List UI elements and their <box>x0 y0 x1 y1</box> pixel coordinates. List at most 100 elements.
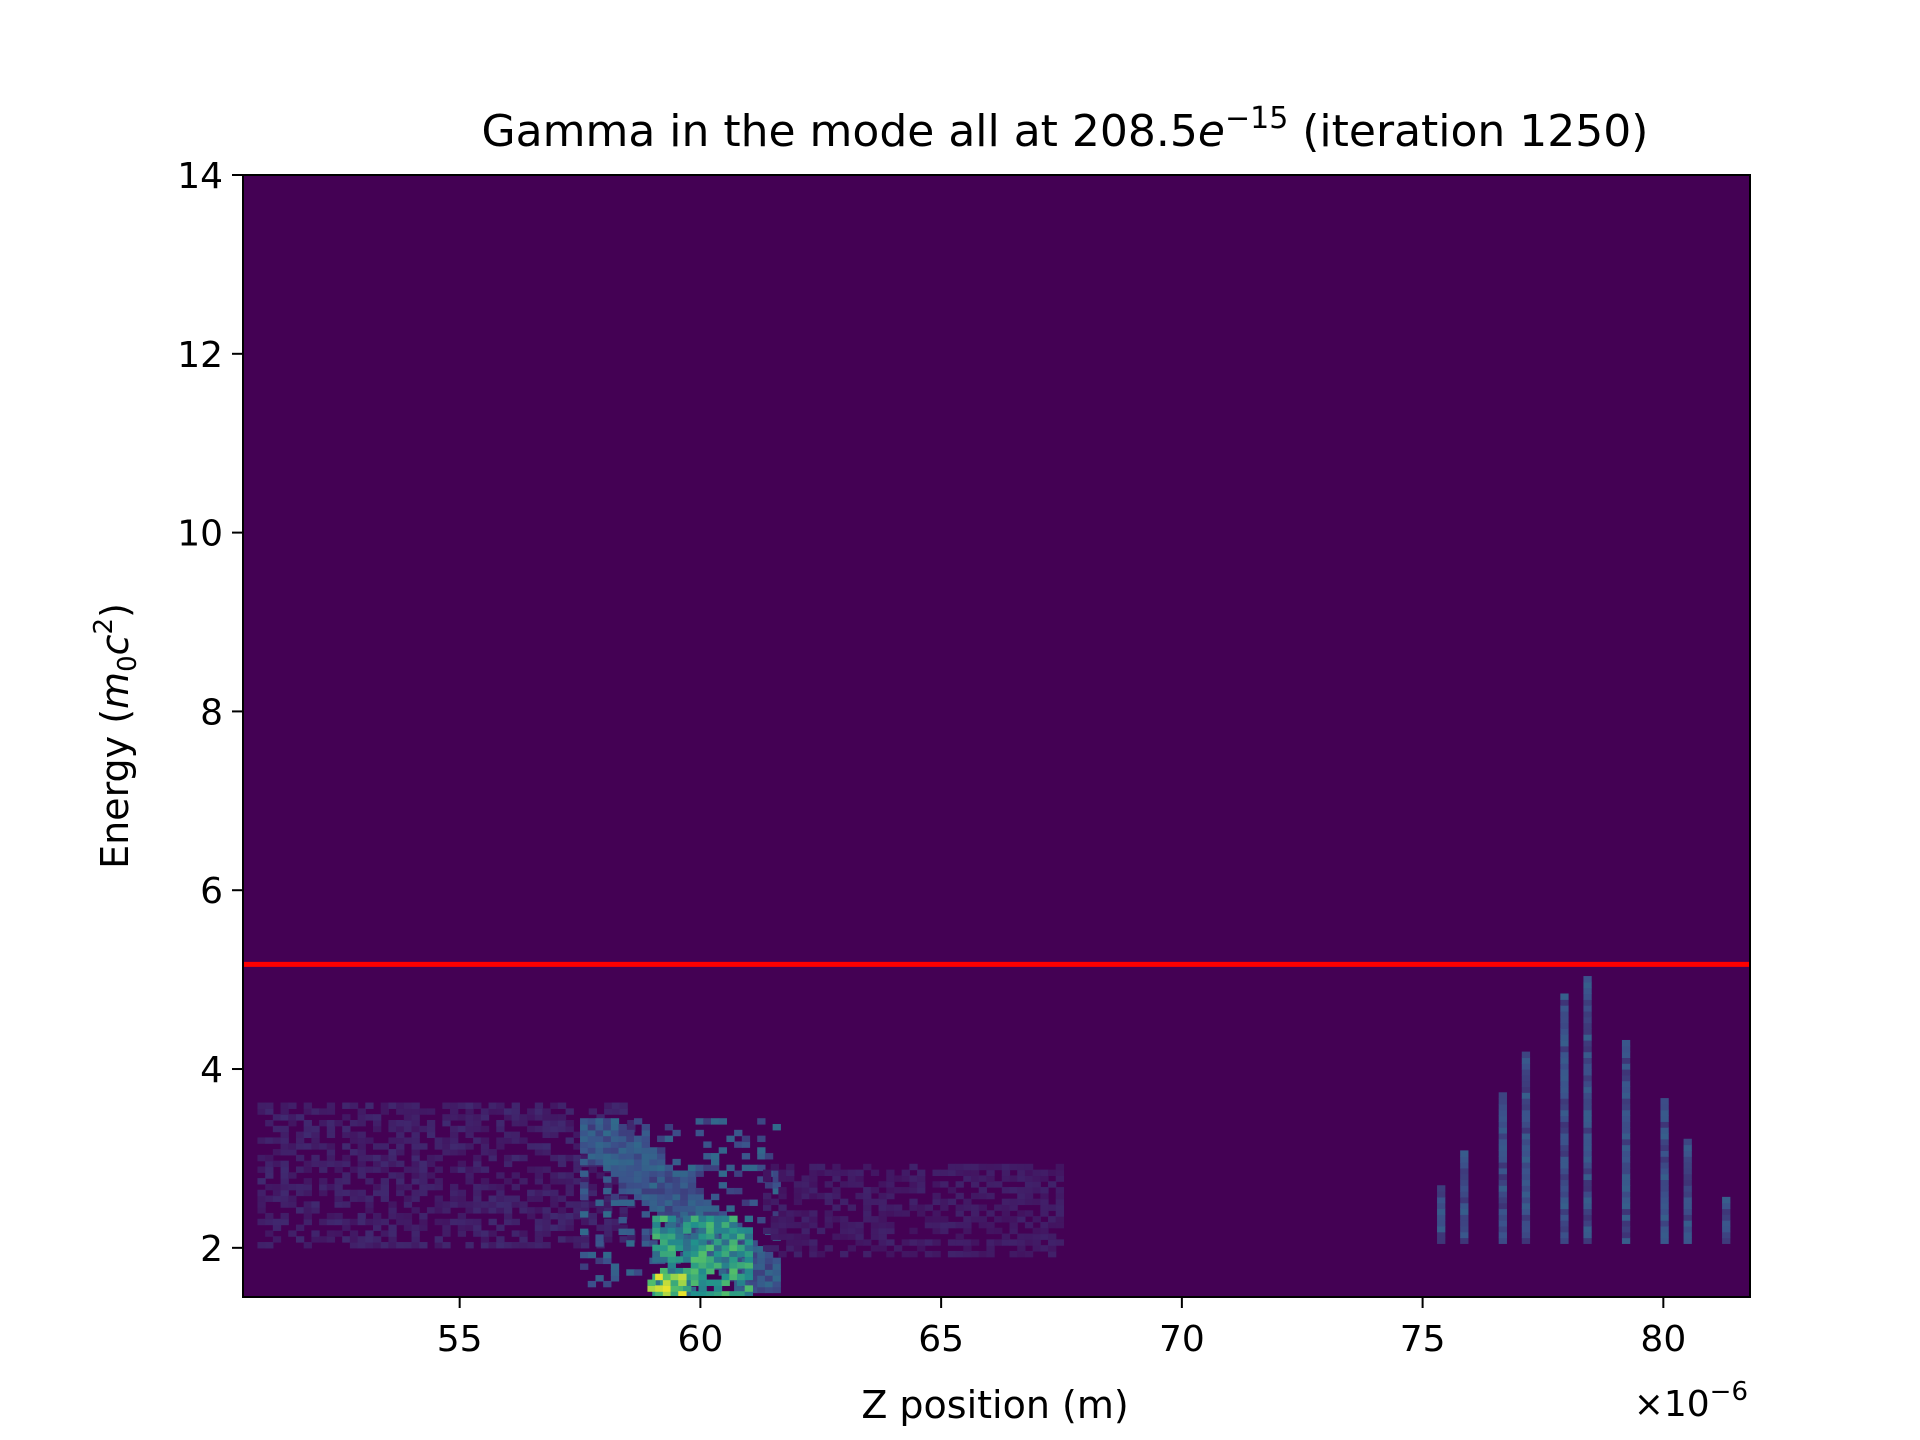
heatmap-cell <box>924 1250 934 1258</box>
heatmap-cell <box>970 1181 980 1188</box>
heatmap-cell <box>721 1215 730 1223</box>
heatmap-cell <box>672 1182 681 1189</box>
heatmap-cell <box>419 1224 428 1231</box>
heatmap-cell <box>675 1244 684 1252</box>
heatmap-cell <box>947 1169 957 1177</box>
heatmap-cell <box>511 1183 520 1191</box>
heatmap-cell <box>1621 1208 1631 1215</box>
heatmap-cell <box>357 1189 366 1197</box>
heatmap-cell <box>1683 1185 1692 1192</box>
heatmap-cell <box>1621 1057 1631 1064</box>
heatmap-cell <box>303 1183 312 1191</box>
heatmap-cell <box>365 1207 374 1214</box>
heatmap-cell <box>480 1166 490 1173</box>
heatmap-cell <box>855 1221 864 1229</box>
heatmap-cell <box>257 1189 266 1197</box>
heatmap-cell <box>604 1183 613 1191</box>
heatmap-cell <box>664 1170 674 1177</box>
heatmap-cell <box>534 1149 544 1156</box>
heatmap-cell <box>757 1118 766 1125</box>
heatmap-cell <box>809 1245 818 1252</box>
heatmap-cell <box>1583 1220 1592 1227</box>
heatmap-cell <box>824 1192 833 1200</box>
heatmap-cell <box>473 1125 482 1133</box>
heatmap-cell <box>762 1204 772 1211</box>
heatmap-cell <box>778 1187 787 1194</box>
heatmap-cell <box>511 1242 520 1249</box>
heatmap-cell <box>419 1178 428 1185</box>
heatmap-cell <box>303 1212 312 1220</box>
heatmap-cell <box>786 1163 795 1171</box>
heatmap-cell <box>265 1108 274 1115</box>
heatmap-cell <box>1583 1208 1592 1215</box>
heatmap-cell <box>1722 1214 1731 1221</box>
heatmap-cell <box>542 1183 551 1191</box>
heatmap-cell <box>710 1153 720 1160</box>
heatmap-cell <box>1660 1191 1669 1198</box>
heatmap-cell <box>419 1108 428 1115</box>
heatmap-cell <box>1460 1196 1469 1204</box>
heatmap-cell <box>932 1239 941 1246</box>
heatmap-cell <box>480 1236 490 1243</box>
heatmap-cell <box>595 1199 604 1206</box>
heatmap-cell <box>1024 1192 1034 1200</box>
heatmap-cell <box>257 1195 266 1202</box>
heatmap-cell <box>295 1224 305 1231</box>
heatmap-cell <box>626 1187 635 1195</box>
heatmap-cell <box>1621 1074 1631 1082</box>
heatmap-cell <box>863 1239 872 1246</box>
heatmap-cell <box>534 1224 544 1231</box>
heatmap-cell <box>1521 1080 1531 1088</box>
heatmap-cell <box>619 1236 628 1243</box>
heatmap-cell <box>667 1250 676 1257</box>
heatmap-cell <box>1048 1233 1057 1240</box>
heatmap-cell <box>924 1204 934 1211</box>
heatmap-cell <box>652 1244 661 1252</box>
heatmap-cell <box>610 1153 620 1160</box>
heatmap-cell <box>511 1131 520 1139</box>
heatmap-cell <box>342 1218 351 1226</box>
heatmap-cell <box>342 1201 351 1208</box>
heatmap-cell <box>326 1236 336 1243</box>
heatmap-cell <box>365 1230 374 1237</box>
heatmap-cell <box>527 1189 536 1197</box>
heatmap-cell <box>963 1198 972 1206</box>
heatmap-cell <box>1583 1057 1592 1064</box>
heatmap-cell <box>1001 1187 1011 1194</box>
heatmap-cell <box>713 1256 723 1263</box>
heatmap-cell <box>388 1230 397 1237</box>
heatmap-cell <box>595 1118 604 1125</box>
heatmap-cell <box>542 1230 551 1237</box>
heatmap-cell <box>257 1154 266 1162</box>
heatmap-cell <box>1498 1191 1507 1198</box>
heatmap-cell <box>678 1273 687 1281</box>
heatmap-cell <box>411 1160 420 1168</box>
heatmap-cell <box>1621 1162 1631 1169</box>
heatmap-cell <box>603 1187 612 1195</box>
heatmap-cell <box>357 1149 366 1156</box>
heatmap-cell <box>295 1189 305 1197</box>
heatmap-cell <box>334 1189 343 1197</box>
heatmap-cell <box>870 1221 880 1229</box>
heatmap-cell <box>1560 1121 1569 1128</box>
heatmap-cell <box>1001 1175 1011 1182</box>
heatmap-cell <box>698 1279 707 1286</box>
heatmap-cell <box>434 1207 443 1214</box>
heatmap-cell <box>772 1257 781 1265</box>
heatmap-cell <box>610 1141 620 1148</box>
heatmap-cell <box>434 1218 443 1226</box>
heatmap-cell <box>473 1201 482 1208</box>
heatmap-cell <box>652 1227 661 1234</box>
heatmap-cell <box>840 1181 849 1188</box>
heatmap-cell <box>457 1166 467 1173</box>
heatmap-cell <box>580 1211 589 1218</box>
heatmap-cell <box>655 1291 664 1297</box>
heatmap-cell <box>603 1135 612 1143</box>
heatmap-cell <box>403 1119 413 1127</box>
heatmap-cell <box>649 1153 658 1160</box>
heatmap-cell <box>295 1154 305 1162</box>
heatmap-cell <box>1683 1237 1692 1244</box>
heatmap-cell <box>473 1195 482 1202</box>
heatmap-cell <box>1560 1080 1569 1088</box>
heatmap-cell <box>986 1221 995 1229</box>
